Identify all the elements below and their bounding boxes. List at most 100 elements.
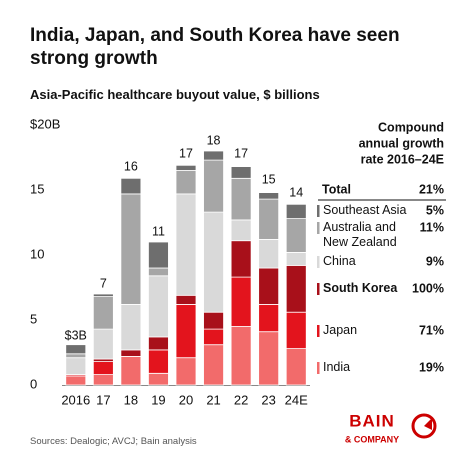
legend-swatch: [317, 222, 320, 234]
x-tick-label: 24E: [285, 392, 308, 407]
x-tick-label: 23: [261, 392, 275, 407]
bar-segment: [285, 218, 307, 253]
cagr-header: rate 2016–24E: [361, 152, 444, 166]
x-tick-label: 19: [151, 392, 165, 407]
legend-label: Southeast Asia: [323, 203, 407, 217]
logo-text: BAIN: [349, 411, 395, 430]
bar-segment: [203, 344, 224, 386]
bar-segment: [175, 303, 197, 359]
total-label: 15: [262, 172, 276, 186]
chart-title: India, Japan, and South Korea have seen …: [30, 25, 400, 69]
bar-segment: [148, 372, 169, 386]
bar-segment: [65, 375, 87, 386]
y-tick-label: 5: [30, 311, 37, 326]
y-tick-label: 10: [30, 246, 44, 261]
bar-segment: [258, 303, 280, 333]
bar-segment: [285, 203, 307, 220]
legend-cagr: 19%: [419, 360, 444, 374]
bar-segment: [258, 198, 280, 240]
bar-segment: [258, 192, 280, 200]
legend-cagr: 5%: [426, 203, 444, 217]
legend-label: South Korea: [323, 281, 398, 295]
x-tick-label: 17: [96, 392, 110, 407]
legend-label: India: [323, 360, 351, 374]
y-tick-label: $20B: [30, 116, 60, 131]
bar-segment: [175, 294, 197, 305]
legend-label: Australia and New Zealand: [323, 220, 397, 249]
bar-segment: [120, 177, 142, 195]
legend-label: China: [323, 254, 356, 268]
legend-total-cagr: 21%: [419, 182, 444, 196]
bar-segment: [92, 293, 114, 297]
total-label: 11: [152, 224, 165, 238]
bar-segment: [120, 303, 142, 351]
bar-segment: [175, 357, 197, 386]
bar-segment: [230, 219, 252, 242]
x-tick-label: 22: [234, 392, 248, 407]
bar-segment: [258, 267, 280, 305]
total-label: 14: [289, 185, 303, 199]
bar-segment: [203, 150, 224, 161]
total-label: 7: [100, 276, 107, 290]
total-label: $3B: [65, 328, 87, 342]
total-label: 16: [124, 159, 138, 173]
bar-segment: [285, 348, 307, 386]
bar-segment: [148, 241, 169, 269]
bar-segment: [285, 311, 307, 350]
logo-text: & COMPANY: [345, 434, 399, 444]
bar-segment: [148, 336, 169, 351]
y-tick-label: 0: [30, 376, 37, 391]
bar-segment: [65, 357, 87, 376]
bar-segment: [65, 353, 87, 359]
source-note: Sources: Dealogic; AVCJ; Bain analysis: [30, 436, 197, 447]
legend-swatch: [317, 283, 320, 295]
legend-cagr: 100%: [412, 281, 444, 295]
legend-cagr: 9%: [426, 254, 444, 268]
logo-mark: [411, 413, 437, 439]
bar-segment: [285, 264, 307, 313]
bar-segment: [175, 164, 197, 171]
bar-segment: [120, 193, 142, 305]
bar-segment: [203, 159, 224, 213]
y-tick-label: 15: [30, 181, 44, 196]
bar-segment: [92, 296, 114, 330]
x-tick-label: 20: [179, 392, 193, 407]
legend-cagr: 71%: [419, 323, 444, 337]
bar-segment: [175, 170, 197, 195]
x-tick-label: 2016: [61, 392, 90, 407]
cagr-header: annual growth: [359, 136, 444, 150]
bar-segment: [175, 193, 197, 296]
bar-segment: [120, 349, 142, 357]
bar-segment: [258, 331, 280, 386]
bar-segment: [230, 326, 252, 386]
bar-segment: [92, 361, 114, 376]
legend-label: Japan: [323, 323, 358, 337]
bar-segment: [148, 267, 169, 277]
cagr-header: Compound: [378, 120, 444, 134]
bar-segment: [203, 211, 224, 313]
bar-segment: [92, 328, 114, 360]
legend-swatch: [317, 205, 320, 217]
legend-cagr: 11%: [420, 220, 444, 234]
total-label: 17: [179, 146, 193, 160]
bar-segment: [230, 276, 252, 327]
legend-swatch: [317, 362, 320, 374]
total-label: 17: [234, 146, 248, 160]
bar-segment: [148, 275, 169, 338]
bar-segment: [230, 240, 252, 278]
bar-segment: [65, 344, 87, 355]
legend-swatch: [317, 256, 320, 268]
bar-segment: [203, 311, 224, 330]
x-tick-label: 21: [206, 392, 220, 407]
bar-segment: [203, 328, 224, 346]
legend-total: Total: [322, 182, 351, 196]
logo-mark: [424, 418, 432, 430]
total-label: 18: [207, 133, 221, 147]
bar-segment: [120, 355, 142, 386]
x-tick-label: 18: [124, 392, 138, 407]
bar-segment: [285, 251, 307, 266]
bar-segment: [92, 374, 114, 386]
bar-segment: [230, 166, 252, 179]
